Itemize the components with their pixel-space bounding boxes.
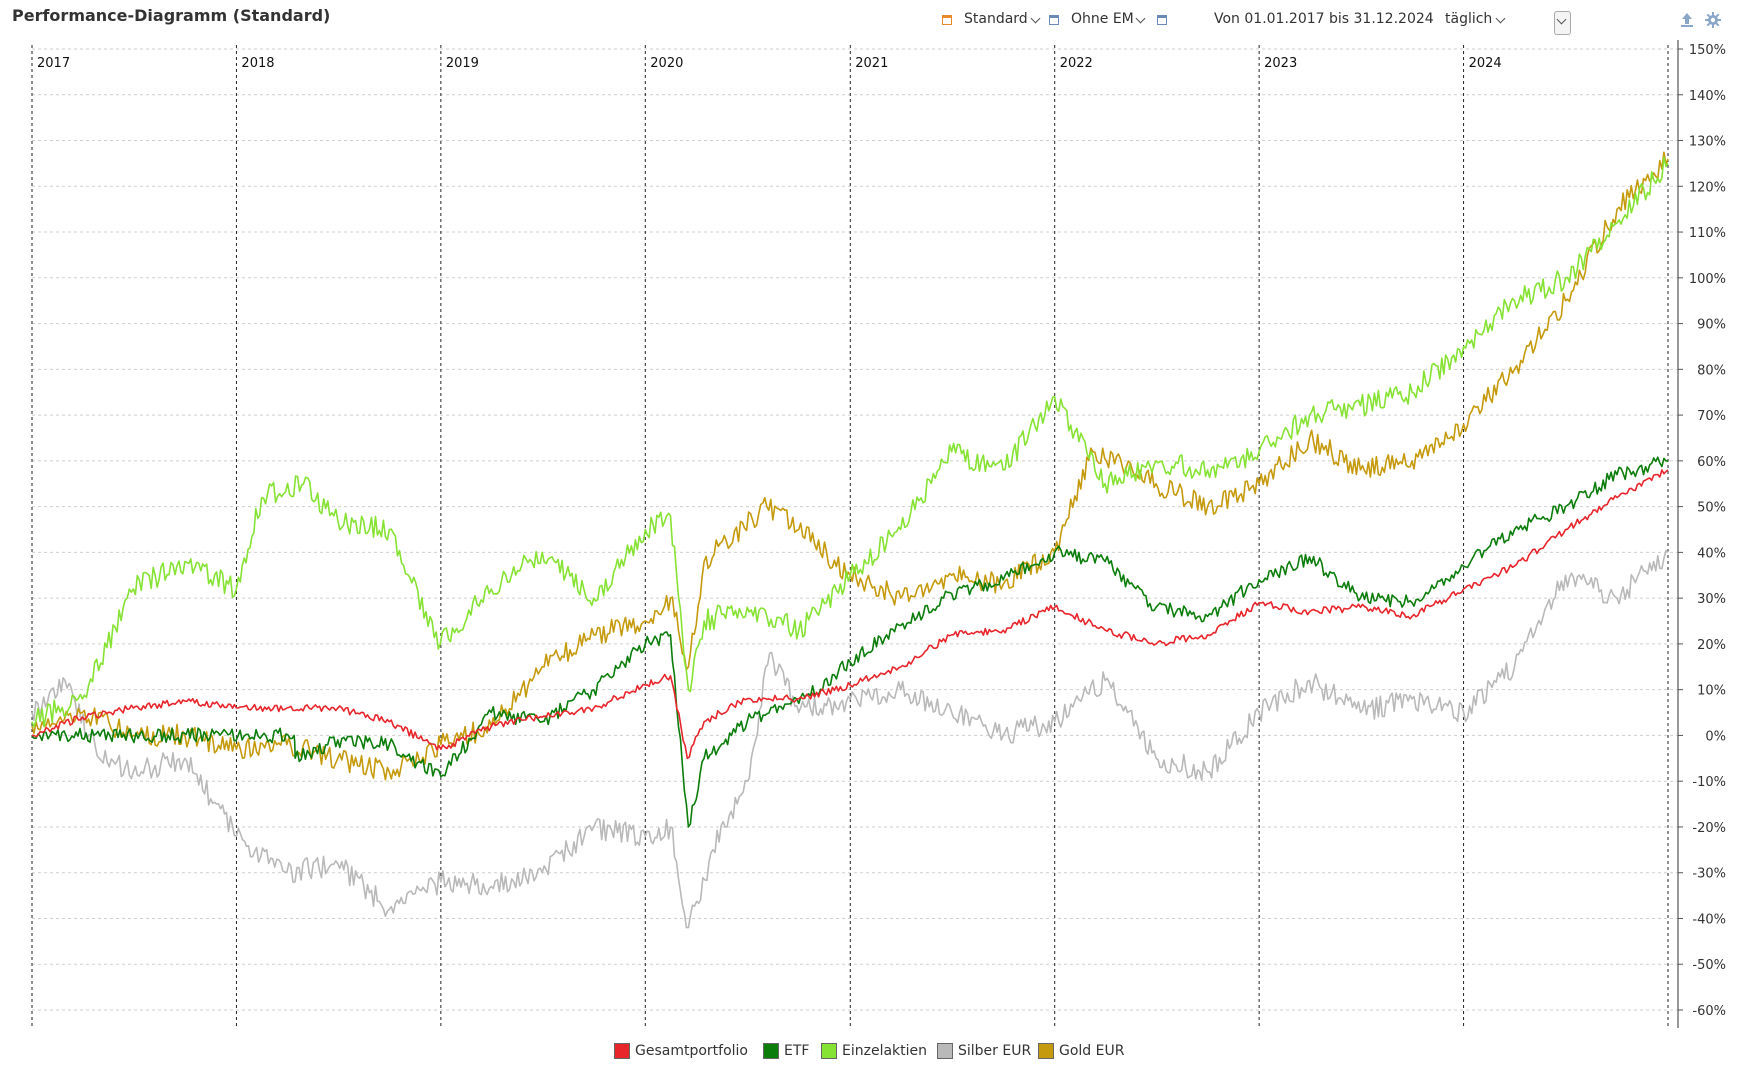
- y-tick-label: 90%: [1697, 318, 1726, 333]
- legend-label[interactable]: Gold EUR: [1059, 1043, 1125, 1059]
- em-select[interactable]: Ohne EM: [1071, 11, 1134, 27]
- view-select[interactable]: Standard: [964, 11, 1028, 27]
- year-label: 2024: [1469, 56, 1502, 71]
- legend-swatch[interactable]: [614, 1043, 630, 1059]
- chevron-down-icon[interactable]: [1137, 15, 1145, 23]
- legend-swatch[interactable]: [763, 1043, 779, 1059]
- series-line-einzelaktien: [31, 156, 1669, 728]
- year-label: 2023: [1264, 56, 1297, 71]
- series-line-silber-eur: [31, 549, 1669, 929]
- performance-chart: 2017 2018 2019 2020 2021 2022 2023 2024 150% 140…: [31, 40, 1726, 1028]
- y-tick-label: -40%: [1692, 912, 1726, 927]
- year-label: 2020: [650, 56, 683, 71]
- year-label: 2021: [855, 56, 888, 71]
- date-range-field[interactable]: Von 01.01.2017 bis 31.12.2024: [1214, 11, 1434, 27]
- legend-swatch[interactable]: [1038, 1043, 1054, 1059]
- y-tick-label: -20%: [1692, 821, 1726, 836]
- y-tick-label: 110%: [1689, 226, 1726, 241]
- gear-icon[interactable]: [1705, 12, 1721, 28]
- y-tick-label: 80%: [1697, 363, 1726, 378]
- year-label: 2022: [1060, 56, 1093, 71]
- y-tick-label: -10%: [1692, 775, 1726, 790]
- page-title: Performance-Diagramm (Standard): [12, 6, 331, 25]
- legend-swatch[interactable]: [821, 1043, 837, 1059]
- y-tick-label: 50%: [1697, 501, 1726, 516]
- chart-toolbar: Standard Ohne EM Von 01.01.2017 bis 31.1…: [0, 11, 1737, 37]
- y-tick-label: -60%: [1692, 1004, 1726, 1019]
- year-label: 2018: [241, 56, 274, 71]
- series-line-etf: [31, 456, 1668, 828]
- y-tick-label: 130%: [1689, 135, 1726, 150]
- calendar-icon[interactable]: [1049, 15, 1059, 25]
- interval-select[interactable]: täglich: [1445, 11, 1493, 27]
- upload-icon[interactable]: [1680, 12, 1694, 28]
- y-tick-label: 120%: [1689, 180, 1726, 195]
- date-range-dropdown-button[interactable]: [1554, 11, 1571, 35]
- series-line-gesamtportfolio: [31, 469, 1669, 760]
- y-tick-label: 100%: [1689, 272, 1726, 287]
- year-label: 2019: [446, 56, 479, 71]
- y-tick-label: 0%: [1705, 729, 1726, 744]
- chevron-down-icon[interactable]: [1497, 15, 1505, 23]
- legend-label[interactable]: Einzelaktien: [842, 1043, 928, 1059]
- y-tick-label: 60%: [1697, 455, 1726, 470]
- chevron-down-icon[interactable]: [1032, 15, 1040, 23]
- year-label: 2017: [37, 56, 70, 71]
- legend-swatch[interactable]: [937, 1043, 953, 1059]
- calendar-icon[interactable]: [1157, 15, 1167, 25]
- y-tick-label: 40%: [1697, 546, 1726, 561]
- y-tick-label: -30%: [1692, 867, 1726, 882]
- y-tick-label: 150%: [1689, 43, 1726, 58]
- y-tick-label: 30%: [1697, 592, 1726, 607]
- calendar-icon[interactable]: [942, 15, 952, 25]
- series-line-gold-eur: [31, 151, 1669, 781]
- y-tick-label: 140%: [1689, 89, 1726, 104]
- y-tick-label: -50%: [1692, 958, 1726, 973]
- legend-label[interactable]: ETF: [784, 1043, 810, 1059]
- y-tick-label: 70%: [1697, 409, 1726, 424]
- legend-label[interactable]: Silber EUR: [958, 1043, 1032, 1059]
- legend-label[interactable]: Gesamtportfolio: [635, 1043, 748, 1059]
- y-tick-label: 10%: [1697, 684, 1726, 699]
- y-tick-label: 20%: [1697, 638, 1726, 653]
